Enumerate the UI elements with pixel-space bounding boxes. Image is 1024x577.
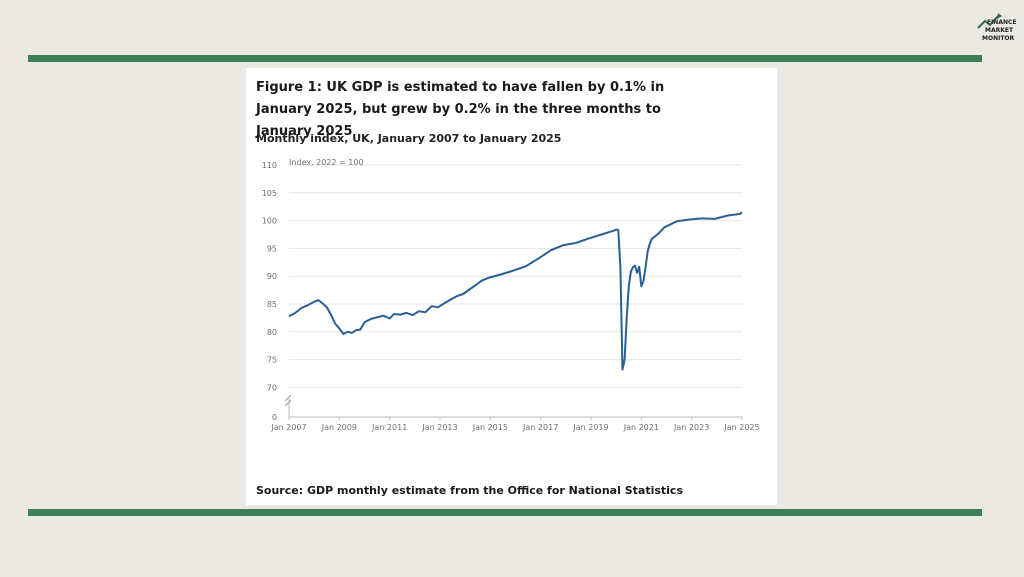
- gdp-line-chart: 0 70 75 80 85 90 95 100 105 110 Jan 2007 Jan 2009 Ja…: [262, 158, 760, 432]
- trend-arrow-icon: [977, 15, 999, 29]
- y-axis-label: Index, 2022 = 100: [289, 158, 364, 167]
- grid-layer: [289, 164, 742, 388]
- x-tick-label-8: Jan 2023: [673, 423, 709, 432]
- x-tick-label-6: Jan 2019: [572, 423, 608, 432]
- y-tick-label-110: 110: [262, 161, 277, 170]
- y-tick-label-80: 80: [267, 328, 277, 337]
- gdp-series-line: [288, 211, 743, 371]
- x-tick-label-9: Jan 2025: [723, 423, 759, 432]
- axis-layer: 0 70 75 80 85 90 95 100 105 110 Jan 2007 Jan 2009 Ja…: [262, 161, 760, 432]
- logo-line-3: MONITOR: [982, 35, 1015, 42]
- figure-card: Figure 1: UK GDP is estimated to have fa…: [246, 68, 777, 505]
- y-tick-label-85: 85: [267, 300, 277, 309]
- figure-source: Source: GDP monthly estimate from the Of…: [256, 484, 683, 497]
- x-tick-label-2: Jan 2011: [371, 423, 407, 432]
- x-tick-label-7: Jan 2021: [623, 423, 659, 432]
- x-tick-label-5: Jan 2017: [522, 423, 558, 432]
- y-tick-label-90: 90: [267, 272, 277, 281]
- figure-title: Figure 1: UK GDP is estimated to have fa…: [256, 80, 665, 139]
- y-tick-label-105: 105: [262, 189, 277, 198]
- x-tick-label-4: Jan 2015: [472, 423, 508, 432]
- y-tick-label-95: 95: [267, 244, 277, 253]
- bottom-green-band: [28, 509, 982, 516]
- top-green-band: [28, 55, 982, 62]
- x-tick-label-1: Jan 2009: [321, 423, 357, 432]
- y-tick-label-75: 75: [267, 356, 277, 365]
- trend-arrow-head: [997, 13, 1002, 19]
- y-tick-label-70: 70: [267, 383, 277, 392]
- finance-market-monitor-logo: FINANCE MARKET MONITOR: [977, 13, 1017, 42]
- x-tick-label-3: Jan 2013: [421, 423, 457, 432]
- y-tick-label-100: 100: [262, 217, 277, 226]
- x-tick-label-0: Jan 2007: [270, 423, 306, 432]
- figure-subtitle: Monthly index, UK, January 2007 to Janua…: [256, 132, 562, 145]
- logo-line-1: FINANCE: [987, 19, 1017, 26]
- logo-line-2: MARKET: [985, 27, 1014, 34]
- axis-break-mark-2: [284, 399, 292, 407]
- axis-break-mark-1: [284, 394, 292, 402]
- y-tick-label-0: 0: [272, 413, 277, 422]
